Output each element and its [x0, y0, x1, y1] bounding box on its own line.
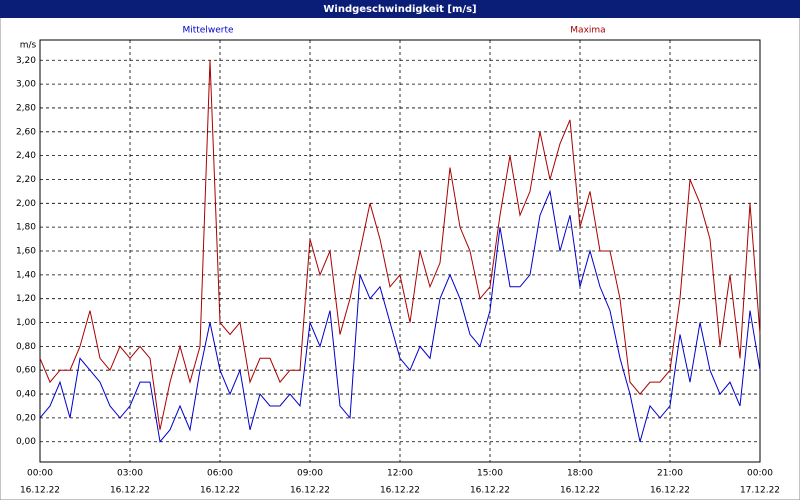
- x-tick-label: 00:00: [27, 469, 53, 479]
- title-bar: [0, 0, 800, 18]
- x-tick-date: 16.12.22: [470, 486, 510, 496]
- y-axis-label: m/s: [20, 41, 37, 51]
- y-tick-label: 1,60: [16, 247, 36, 257]
- y-tick-label: 1,20: [16, 294, 36, 304]
- x-tick-label: 15:00: [477, 469, 503, 479]
- y-tick-label: 3,00: [16, 80, 36, 90]
- legend-label: Mittelwerte: [182, 26, 233, 36]
- x-tick-date: 16.12.22: [650, 486, 690, 496]
- y-tick-label: 0,00: [16, 437, 36, 447]
- x-tick-label: 21:00: [657, 469, 683, 479]
- series-line: [39, 60, 761, 430]
- chart-title: Windgeschwindigkeit [m/s]: [323, 4, 476, 15]
- x-tick-date: 17.12.22: [740, 486, 780, 496]
- x-tick-label: 09:00: [297, 469, 323, 479]
- x-tick-date: 16.12.22: [110, 486, 150, 496]
- y-tick-label: 2,60: [16, 127, 36, 137]
- y-tick-label: 0,60: [16, 366, 36, 376]
- y-tick-label: 1,00: [16, 318, 36, 328]
- y-tick-label: 1,40: [16, 270, 36, 280]
- x-tick-label: 03:00: [117, 469, 143, 479]
- x-tick-label: 00:00: [747, 469, 773, 479]
- x-tick-date: 16.12.22: [560, 486, 600, 496]
- y-tick-label: 2,20: [16, 175, 36, 185]
- y-tick-label: 2,00: [16, 199, 36, 209]
- y-tick-label: 1,80: [16, 223, 36, 233]
- x-tick-label: 18:00: [567, 469, 593, 479]
- y-tick-label: 3,20: [16, 56, 36, 66]
- x-tick-date: 16.12.22: [200, 486, 240, 496]
- y-tick-label: 2,40: [16, 151, 36, 161]
- legend-label: Maxima: [570, 26, 605, 36]
- x-tick-label: 06:00: [207, 469, 233, 479]
- x-tick-date: 16.12.22: [380, 486, 420, 496]
- y-tick-label: 2,80: [16, 103, 36, 113]
- x-tick-date: 16.12.22: [290, 486, 330, 496]
- y-tick-label: 0,20: [16, 413, 36, 423]
- y-tick-label: 0,80: [16, 342, 36, 352]
- series-line: [39, 189, 761, 443]
- y-tick-label: 0,40: [16, 390, 36, 400]
- plot-border: [39, 39, 761, 463]
- x-tick-label: 12:00: [387, 469, 413, 479]
- x-tick-date: 16.12.22: [20, 486, 60, 496]
